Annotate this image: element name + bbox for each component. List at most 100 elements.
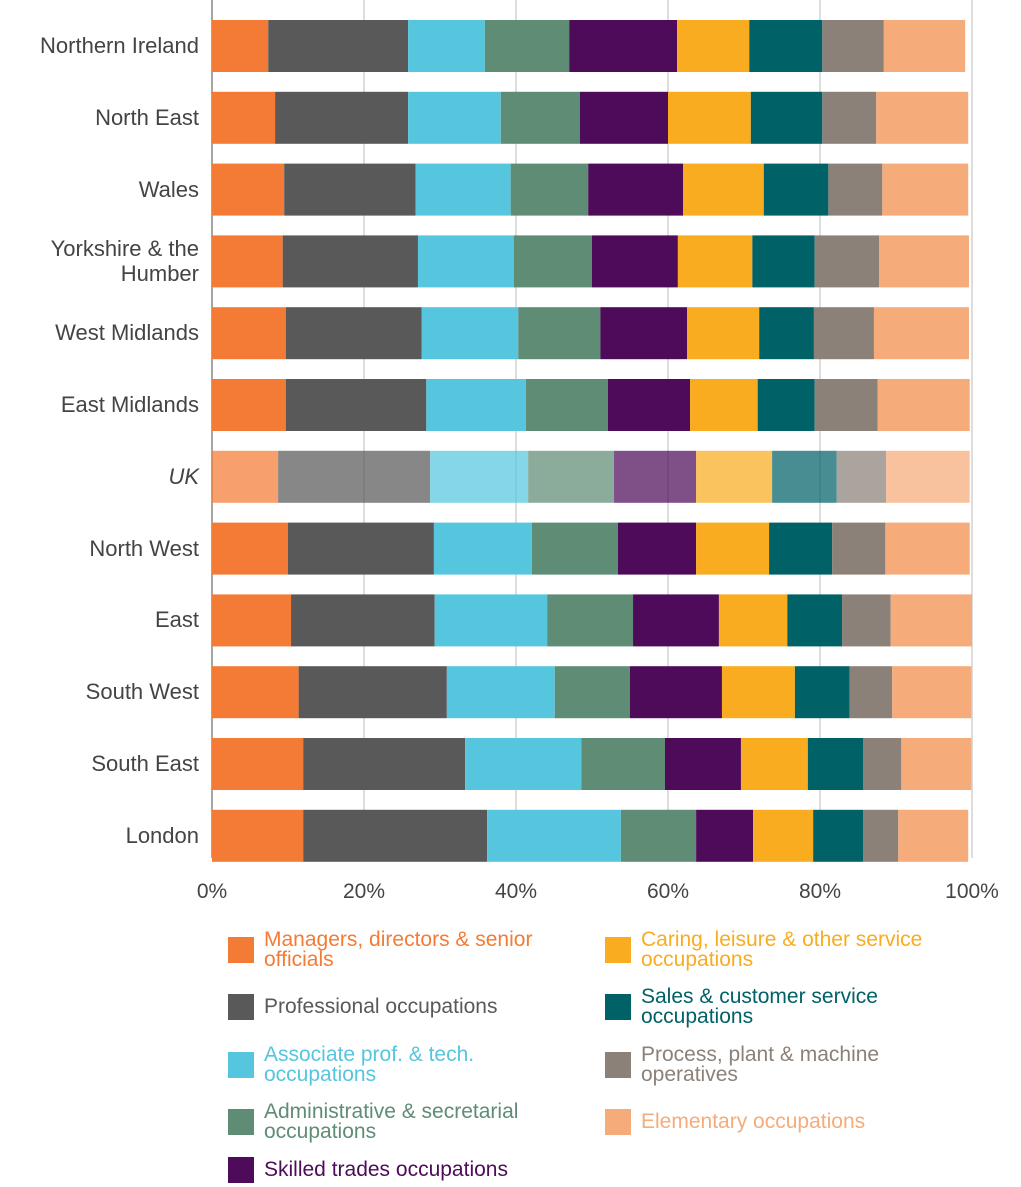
bar-segment bbox=[668, 91, 751, 144]
bar-segment bbox=[303, 738, 466, 790]
bar-segment bbox=[285, 379, 427, 431]
bar-segment bbox=[212, 450, 279, 503]
legend-swatch bbox=[605, 937, 631, 963]
bar-segment bbox=[863, 809, 899, 862]
legend-label: Managers, directors & senior officials bbox=[264, 928, 533, 971]
bar-segment bbox=[212, 235, 283, 288]
bar-segment bbox=[408, 91, 501, 144]
bar-segment bbox=[212, 738, 304, 790]
bar-segment bbox=[814, 235, 880, 288]
y-tick-label: Northern Ireland bbox=[40, 32, 199, 58]
bar-segment bbox=[528, 450, 615, 503]
legend-label: Administrative & secretarial occupations bbox=[264, 1100, 519, 1143]
bar-segment bbox=[901, 738, 972, 790]
bar-segment bbox=[898, 809, 969, 862]
bar-segment bbox=[876, 91, 969, 144]
bar-segment bbox=[822, 20, 884, 72]
bar-segment bbox=[446, 666, 555, 719]
bar-segment bbox=[620, 809, 697, 862]
x-tick-label: 60% bbox=[646, 880, 690, 903]
bar-segment bbox=[836, 450, 887, 503]
bar-segment bbox=[892, 666, 972, 719]
bar-segment bbox=[600, 307, 687, 360]
bar-segment bbox=[807, 738, 864, 790]
bar-segment bbox=[569, 20, 678, 72]
bar-segment bbox=[421, 307, 519, 360]
legend-swatch bbox=[228, 1052, 254, 1078]
bar-segment bbox=[787, 594, 843, 647]
bar-segment bbox=[677, 235, 753, 288]
bar-segment bbox=[285, 307, 422, 360]
bar-segment bbox=[769, 522, 833, 575]
bar-segment bbox=[879, 235, 969, 288]
bar-segment bbox=[433, 522, 532, 575]
x-tick-label: 40% bbox=[494, 880, 538, 903]
bar-segment bbox=[212, 666, 299, 719]
bar-segment bbox=[592, 235, 678, 288]
bar-segment bbox=[759, 307, 814, 360]
bar-segment bbox=[500, 91, 580, 144]
bar-segment bbox=[487, 809, 621, 862]
bar-segment bbox=[513, 235, 592, 288]
bar-segment bbox=[212, 163, 285, 216]
bar-segment bbox=[282, 235, 418, 288]
bar-segment bbox=[677, 20, 750, 72]
legend-label: Associate prof. & tech. occupations bbox=[264, 1043, 475, 1086]
bar-segment bbox=[525, 379, 608, 431]
bar-segment bbox=[430, 450, 529, 503]
bar-segment bbox=[696, 450, 773, 503]
legend-label: Skilled trades occupations bbox=[264, 1158, 508, 1182]
bar-segment bbox=[212, 594, 292, 647]
bar-segment bbox=[510, 163, 589, 216]
bar-segment bbox=[275, 91, 409, 144]
legend-label: Process, plant & machine operatives bbox=[641, 1043, 880, 1086]
legend-swatch bbox=[228, 1109, 254, 1135]
bar-segment bbox=[813, 809, 864, 862]
legend-swatch bbox=[605, 1052, 631, 1078]
y-tick-label: South East bbox=[91, 750, 199, 776]
y-tick-label: South West bbox=[85, 679, 199, 705]
bar-segment bbox=[877, 379, 970, 431]
bar-segment bbox=[763, 163, 829, 216]
bar-segment bbox=[890, 594, 972, 647]
bar-segment bbox=[607, 379, 691, 431]
bar-segment bbox=[683, 163, 764, 216]
bar-segment bbox=[721, 666, 795, 719]
bar-segment bbox=[794, 666, 850, 719]
bar-segment bbox=[873, 307, 969, 360]
bar-segment bbox=[753, 809, 814, 862]
bar-segment bbox=[303, 809, 488, 862]
x-tick-label: 100% bbox=[945, 880, 999, 903]
bar-segment bbox=[212, 379, 286, 431]
bar-segment bbox=[547, 594, 634, 647]
bar-segment bbox=[588, 163, 684, 216]
bar-segment bbox=[750, 91, 823, 144]
bar-segment bbox=[882, 163, 969, 216]
bar-segment bbox=[465, 738, 582, 790]
x-tick-label: 20% bbox=[342, 880, 386, 903]
bar-segment bbox=[814, 379, 878, 431]
bar-segment bbox=[531, 522, 618, 575]
legend-swatch bbox=[228, 937, 254, 963]
bar-segment bbox=[813, 307, 874, 360]
bar-segment bbox=[426, 379, 526, 431]
bar-segment bbox=[288, 522, 434, 575]
bar-segment bbox=[828, 163, 883, 216]
bar-segment bbox=[291, 594, 435, 647]
bar-segment bbox=[696, 522, 770, 575]
y-tick-label: North East bbox=[95, 104, 199, 130]
bar-segment bbox=[212, 20, 269, 72]
y-tick-label: North West bbox=[89, 535, 199, 561]
legend-swatch bbox=[228, 1157, 254, 1183]
bar-segment bbox=[554, 666, 630, 719]
bar-segment bbox=[886, 450, 970, 503]
bar-segment bbox=[718, 594, 788, 647]
bar-segment bbox=[757, 379, 815, 431]
bar-segment bbox=[617, 522, 697, 575]
bar-segment bbox=[664, 738, 741, 790]
legend-swatch bbox=[605, 1109, 631, 1135]
bar-segment bbox=[212, 91, 276, 144]
bar-segment bbox=[212, 522, 288, 575]
legend-label: Elementary occupations bbox=[641, 1110, 866, 1134]
